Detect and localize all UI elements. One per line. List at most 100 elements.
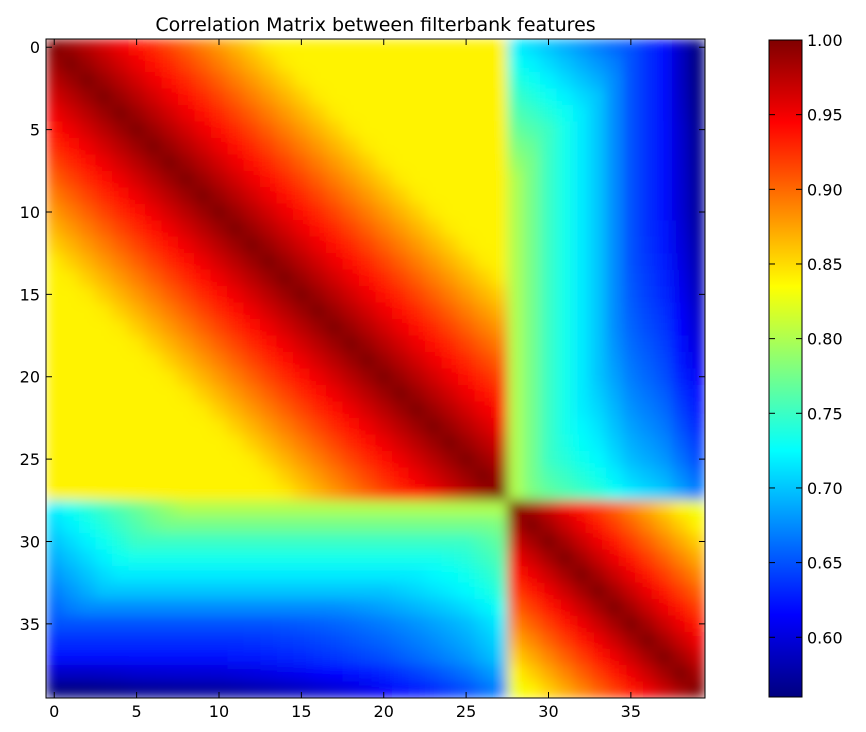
heatmap-cell	[540, 417, 558, 436]
heatmap-cell	[391, 384, 410, 403]
heatmap-cell	[309, 203, 327, 221]
heatmap-cell	[276, 286, 294, 304]
colorbar-tick-label: 0.60	[807, 628, 843, 647]
heatmap-cell	[408, 286, 426, 304]
heatmap-cell	[309, 681, 327, 698]
heatmap-cell	[540, 615, 558, 633]
heatmap-cell	[375, 483, 393, 501]
heatmap-cell	[622, 302, 640, 320]
heatmap-cell	[457, 615, 475, 633]
heatmap-cell	[46, 516, 64, 534]
heatmap-cell	[62, 203, 80, 221]
heatmap-cell	[457, 368, 475, 386]
heatmap-cell	[375, 236, 393, 254]
heatmap-cell	[293, 582, 311, 600]
heatmap-cell	[655, 319, 673, 337]
heatmap-cell	[688, 335, 705, 353]
heatmap-cell	[556, 648, 574, 666]
heatmap-cell	[144, 220, 162, 238]
heatmap-cell	[144, 154, 162, 172]
heatmap-cell	[326, 582, 344, 600]
heatmap-cell	[95, 269, 113, 287]
heatmap-cell	[359, 483, 377, 501]
heatmap-cell	[342, 302, 360, 320]
heatmap-cell	[408, 39, 426, 57]
heatmap-cell	[457, 384, 475, 403]
heatmap-cell	[276, 632, 294, 650]
heatmap-cell	[210, 384, 228, 403]
heatmap-cell	[342, 615, 360, 633]
heatmap-cell	[639, 483, 657, 501]
heatmap-cell	[622, 154, 640, 172]
heatmap-cell	[227, 450, 245, 468]
heatmap-cell	[507, 566, 525, 584]
heatmap-cell	[391, 401, 410, 419]
heatmap-cell	[474, 253, 492, 271]
heatmap-cell	[408, 648, 426, 666]
heatmap-cell	[507, 615, 525, 633]
heatmap-cell	[144, 401, 162, 419]
heatmap-cell	[556, 319, 574, 337]
heatmap-cell	[424, 450, 443, 468]
heatmap-cell	[424, 417, 443, 436]
heatmap-cell	[359, 220, 377, 238]
heatmap-cell	[540, 434, 558, 452]
heatmap-cell	[78, 104, 97, 122]
heatmap-cell	[194, 220, 212, 238]
heatmap-cell	[375, 253, 393, 271]
heatmap-cell	[177, 154, 195, 172]
heatmap-cell	[276, 335, 294, 353]
heatmap-cell	[441, 500, 459, 518]
heatmap-cell	[457, 187, 475, 205]
heatmap-cell	[474, 236, 492, 254]
heatmap-cell	[507, 533, 525, 551]
heatmap-cell	[111, 681, 129, 698]
heatmap-cell	[507, 401, 525, 419]
heatmap-cell	[326, 55, 344, 73]
heatmap-cell	[639, 533, 657, 551]
heatmap-cell	[639, 467, 657, 485]
heatmap-cell	[688, 615, 705, 633]
heatmap-cell	[260, 154, 278, 172]
heatmap-cell	[243, 615, 261, 633]
heatmap-cell	[78, 533, 97, 551]
heatmap-cell	[606, 335, 624, 353]
heatmap-cell	[359, 384, 377, 403]
heatmap-cell	[573, 500, 591, 518]
heatmap-cell	[688, 681, 705, 698]
heatmap-cell	[194, 71, 212, 90]
heatmap-cell	[276, 39, 294, 57]
heatmap-cell	[424, 368, 443, 386]
heatmap-cell	[490, 648, 508, 666]
heatmap-cell	[359, 401, 377, 419]
heatmap-cell	[210, 566, 228, 584]
heatmap-cell	[457, 434, 475, 452]
heatmap-cell	[441, 170, 459, 188]
heatmap-cell	[540, 632, 558, 650]
heatmap-cell	[540, 104, 558, 122]
heatmap-cell	[507, 500, 525, 518]
heatmap-cell	[408, 566, 426, 584]
heatmap-cell	[490, 352, 508, 370]
heatmap-cell	[474, 516, 492, 534]
heatmap-cell	[161, 236, 179, 254]
heatmap-cell	[672, 39, 690, 57]
heatmap-cell	[194, 286, 212, 304]
heatmap-cell	[375, 615, 393, 633]
heatmap-cell	[424, 170, 443, 188]
heatmap-cell	[457, 170, 475, 188]
heatmap-cell	[359, 137, 377, 155]
heatmap-cell	[161, 71, 179, 90]
heatmap-cell	[408, 187, 426, 205]
heatmap-cell	[556, 220, 574, 238]
heatmap-cell	[161, 121, 179, 139]
heatmap-cell	[639, 253, 657, 271]
heatmap-cell	[243, 533, 261, 551]
heatmap-cell	[293, 319, 311, 337]
heatmap-cell	[46, 170, 64, 188]
heatmap-cell	[243, 302, 261, 320]
heatmap-cell	[243, 401, 261, 419]
heatmap-cell	[243, 236, 261, 254]
heatmap-cell	[95, 39, 113, 57]
heatmap-cell	[210, 549, 228, 567]
